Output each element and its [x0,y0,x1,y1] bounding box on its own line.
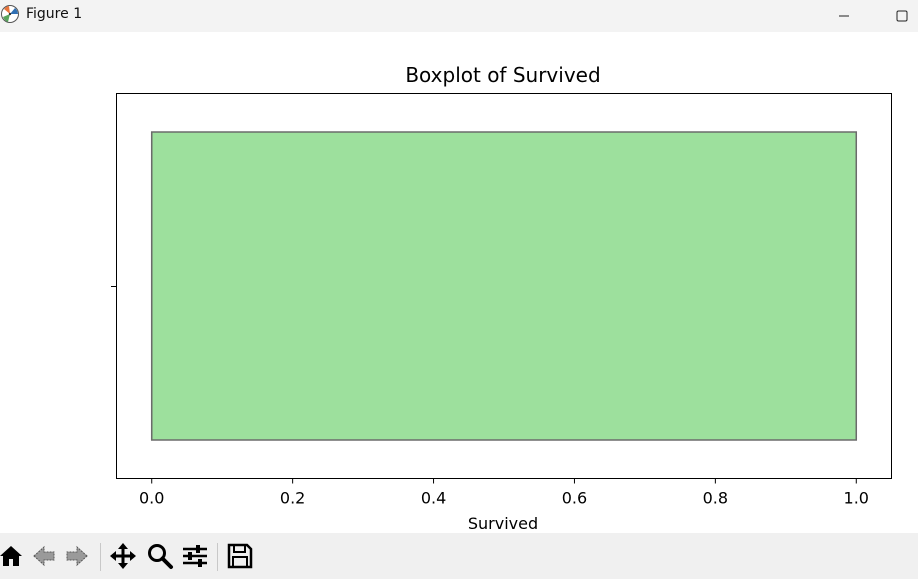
x-tick-label: 0.0 [139,489,164,508]
zoom-button[interactable] [145,541,175,571]
boxplot-chart: Boxplot of Survived 0.0 0.2 0.4 0.6 0.8 1.0 S… [111,63,892,533]
save-button[interactable] [225,541,255,571]
configure-subplots-icon [183,545,207,567]
maximize-icon [896,10,908,22]
back-arrow-icon [33,545,55,567]
navigation-toolbar [0,533,918,579]
matplotlib-icon [0,4,20,24]
home-button[interactable] [0,541,26,571]
x-tick-label: 0.4 [421,489,446,508]
chart-title: Boxplot of Survived [405,63,600,87]
x-axis-label: Survived [468,514,538,533]
zoom-icon [148,544,173,569]
toolbar-separator [100,543,101,571]
forward-button[interactable] [62,541,92,571]
maximize-button[interactable] [879,0,918,32]
window-title: Figure 1 [26,6,83,22]
home-icon [0,546,22,566]
figure-canvas[interactable]: Boxplot of Survived 0.0 0.2 0.4 0.6 0.8 1.0 S… [0,32,918,533]
minimize-button[interactable] [821,0,867,32]
save-icon [227,543,253,569]
minimize-icon [839,15,849,17]
pan-icon [110,543,136,569]
x-tick-label: 0.8 [703,489,728,508]
back-button[interactable] [29,541,59,571]
pan-button[interactable] [108,541,138,571]
title-bar: Figure 1 [0,0,918,32]
x-tick-label: 0.6 [562,489,587,508]
x-tick-label: 1.0 [844,489,869,508]
configure-subplots-button[interactable] [180,541,210,571]
toolbar-separator [217,543,218,571]
x-tick-label: 0.2 [280,489,305,508]
box-iqr [150,131,858,441]
forward-arrow-icon [66,545,88,567]
